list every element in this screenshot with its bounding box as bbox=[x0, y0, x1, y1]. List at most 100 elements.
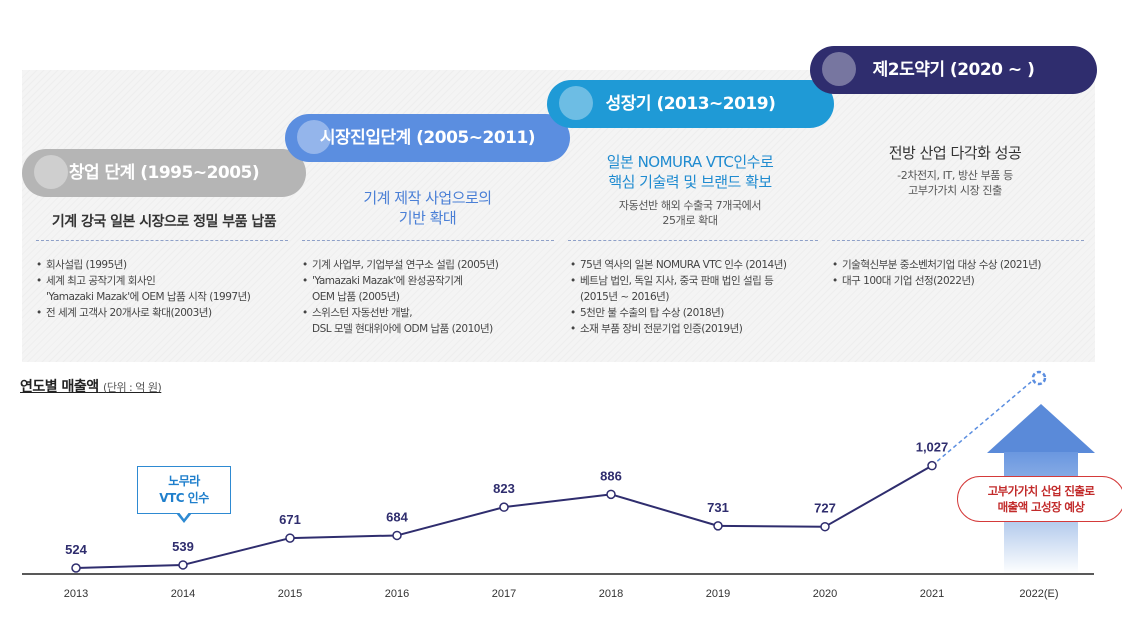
stage-3-pill: 성장기 (2013~2019) bbox=[547, 80, 834, 128]
data-point-2017 bbox=[499, 502, 509, 512]
series-line-segment bbox=[824, 464, 933, 528]
series-line-segment bbox=[610, 493, 719, 527]
callout-tail bbox=[176, 511, 192, 523]
stage-1-bullets: 회사설립 (1995년)세계 최고 공작기계 회사인 'Yamazaki Maza… bbox=[36, 257, 251, 321]
stage-1-title: 창업 단계 (1995~2005) bbox=[68, 163, 260, 183]
x-tick-label: 2021 bbox=[920, 588, 944, 600]
growth-arrow-head bbox=[987, 404, 1095, 453]
x-tick-label: 2015 bbox=[278, 588, 302, 600]
bullet-item: DSL 모델 현대위아에 ODM 납품 (2010년) bbox=[312, 323, 493, 335]
stage-4-divider bbox=[832, 240, 1084, 241]
sales-title-text: 연도별 매출액 bbox=[20, 379, 99, 395]
bullet-item: 스위스턴 자동선반 개발, bbox=[302, 305, 498, 321]
subtext-line: -2차전지, IT, 방산 부품 등 bbox=[897, 169, 1013, 182]
pill-deco-icon bbox=[297, 120, 331, 154]
stage-4-title: 제2도약기 (2020 ~ ) bbox=[872, 60, 1035, 80]
projection-point-2022e bbox=[1031, 370, 1047, 386]
data-label-2018: 886 bbox=[600, 468, 622, 483]
data-label-2021: 1,027 bbox=[916, 440, 949, 455]
stage-3-bullets: 75년 역사의 일본 NOMURA VTC 인수 (2014년)베트남 법인, … bbox=[570, 257, 787, 337]
pill-deco-icon bbox=[34, 155, 68, 189]
subtext-line: 자동선반 해외 수출국 7개국에서 bbox=[618, 199, 762, 212]
x-tick-label: 2022(E) bbox=[1019, 588, 1058, 600]
bullet-item: 대구 100대 기업 선정(2022년) bbox=[832, 273, 1041, 289]
callout-line-1: 노무라 bbox=[168, 474, 200, 488]
data-label-2020: 727 bbox=[814, 501, 836, 516]
bullet-item: 5천만 불 수출의 탑 수상 (2018년) bbox=[570, 305, 786, 321]
bullet-item: 회사설립 (1995년) bbox=[36, 257, 250, 273]
stage-4-headline: 전방 산업 다각화 성공 bbox=[830, 142, 1080, 163]
stage-2-pill: 시장진입단계 (2005~2011) bbox=[285, 114, 570, 162]
data-point-2014 bbox=[178, 560, 188, 570]
x-tick-label: 2016 bbox=[385, 588, 409, 600]
series-line-segment bbox=[75, 563, 184, 569]
data-label-2016: 684 bbox=[386, 509, 408, 524]
callout-line-2: VTC 인수 bbox=[159, 491, 209, 505]
subtext-line: 25개로 확대 bbox=[662, 214, 718, 227]
series-line-segment bbox=[717, 524, 826, 528]
sales-title: 연도별 매출액 (단위 : 억 원) bbox=[20, 376, 162, 396]
headline-line: 기계 제작 사업으로의 bbox=[363, 189, 492, 207]
x-tick-label: 2014 bbox=[171, 588, 195, 600]
stage-2-bullets: 기계 사업부, 기업부설 연구소 설립 (2005년)'Yamazaki Maz… bbox=[302, 257, 499, 337]
stage-2-headline: 기계 제작 사업으로의 기반 확대 bbox=[300, 188, 555, 228]
bullet-item: 베트남 법인, 독일 지사, 중국 판매 법인 설립 등 bbox=[570, 273, 786, 289]
series-line-segment bbox=[182, 537, 291, 566]
stage-3-subtext: 자동선반 해외 수출국 7개국에서 25개로 확대 bbox=[566, 198, 814, 228]
bullet-item: (2015년 ~ 2016년) bbox=[580, 291, 669, 303]
stage-1-pill: 창업 단계 (1995~2005) bbox=[22, 149, 306, 197]
data-label-2014: 539 bbox=[172, 539, 194, 554]
pill-deco-icon bbox=[822, 52, 856, 86]
headline-line: 전방 산업 다각화 성공 bbox=[888, 144, 1022, 162]
vtc-acquisition-callout: 노무라 VTC 인수 bbox=[137, 466, 231, 514]
x-tick-label: 2019 bbox=[706, 588, 730, 600]
bullet-item: 세계 최고 공작기계 회사인 bbox=[36, 273, 250, 289]
stage-3-headline: 일본 NOMURA VTC인수로 핵심 기술력 및 브랜드 확보 bbox=[566, 152, 814, 192]
x-tick-label: 2020 bbox=[813, 588, 837, 600]
headline-line: 기계 강국 일본 시장으로 정밀 부품 납품 bbox=[51, 214, 277, 230]
data-point-2015 bbox=[285, 533, 295, 543]
stage-3-title: 성장기 (2013~2019) bbox=[605, 94, 776, 114]
data-point-2020 bbox=[820, 521, 830, 532]
bullet-item: 'Yamazaki Mazak'에 OEM 납품 시작 (1997년) bbox=[46, 291, 251, 303]
data-label-2013: 524 bbox=[65, 542, 87, 557]
bullet-item: 기술혁신부분 중소벤처기업 대상 수상 (2021년) bbox=[832, 257, 1042, 273]
stage-1-divider bbox=[36, 240, 288, 241]
headline-line: 핵심 기술력 및 브랜드 확보 bbox=[608, 173, 772, 191]
bullet-item: 'Yamazaki Mazak'에 완성공작기계 bbox=[302, 273, 498, 289]
forecast-badge: 고부가가치 산업 진출로 매출액 고성장 예상 bbox=[957, 476, 1122, 522]
data-point-2019 bbox=[713, 521, 723, 531]
x-tick-label: 2013 bbox=[64, 588, 88, 600]
bullet-item: 기계 사업부, 기업부설 연구소 설립 (2005년) bbox=[302, 257, 499, 273]
data-point-2018 bbox=[606, 489, 616, 500]
x-tick-label: 2018 bbox=[599, 588, 623, 600]
data-point-2013 bbox=[71, 563, 81, 573]
series-line-segment bbox=[289, 534, 398, 540]
bullet-item: 75년 역사의 일본 NOMURA VTC 인수 (2014년) bbox=[570, 257, 787, 273]
stage-2-divider bbox=[302, 240, 554, 241]
subtext-line: 고부가가치 시장 진출 bbox=[908, 184, 1002, 197]
projection-line bbox=[931, 381, 1032, 467]
stage-2-title: 시장진입단계 (2005~2011) bbox=[319, 128, 536, 148]
headline-line: 일본 NOMURA VTC인수로 bbox=[606, 153, 774, 171]
forecast-line-1: 고부가가치 산업 진출로 bbox=[987, 484, 1095, 498]
headline-line: 기반 확대 bbox=[398, 209, 457, 227]
series-line-segment bbox=[396, 506, 505, 537]
data-point-2021 bbox=[927, 460, 937, 471]
stage-1-headline: 기계 강국 일본 시장으로 정밀 부품 납품 bbox=[22, 211, 306, 231]
forecast-line-2: 매출액 고성장 예상 bbox=[997, 500, 1085, 514]
series-line-segment bbox=[503, 493, 612, 509]
stage-4-bullets: 기술혁신부분 중소벤처기업 대상 수상 (2021년)대구 100대 기업 선정… bbox=[832, 257, 1042, 289]
stage-3-divider bbox=[568, 240, 818, 241]
sales-unit: (단위 : 억 원) bbox=[103, 381, 162, 394]
bullet-item: 전 세계 고객사 20개사로 확대(2003년) bbox=[36, 305, 250, 321]
bullet-item: 소재 부품 장비 전문기업 인증(2019년) bbox=[570, 321, 786, 337]
data-label-2019: 731 bbox=[707, 500, 729, 515]
data-label-2015: 671 bbox=[279, 512, 301, 527]
data-label-2017: 823 bbox=[493, 481, 515, 496]
stage-4-subtext: -2차전지, IT, 방산 부품 등 고부가가치 시장 진출 bbox=[830, 168, 1080, 198]
bullet-item: OEM 납품 (2005년) bbox=[312, 291, 400, 303]
stage-4-pill: 제2도약기 (2020 ~ ) bbox=[810, 46, 1097, 94]
data-point-2016 bbox=[392, 530, 402, 541]
